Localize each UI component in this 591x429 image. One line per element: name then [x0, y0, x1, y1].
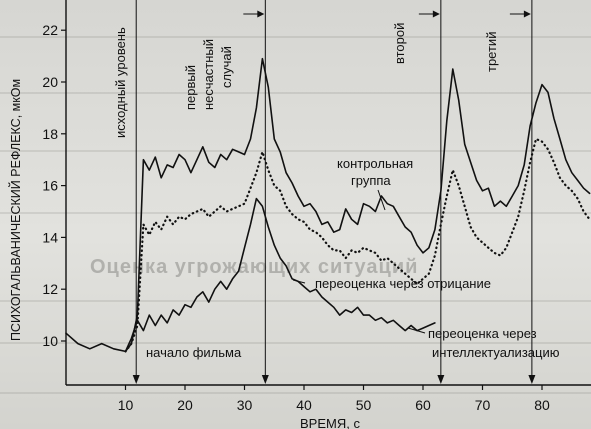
y-tick-label: 14	[42, 229, 58, 245]
bleed-through-line	[0, 150, 591, 152]
label-baseline: исходный уровень	[113, 27, 128, 138]
event-top-arrowhead	[257, 10, 265, 18]
label-film-start: начало фильма	[146, 345, 242, 360]
label-intellectualization-line2: интеллектуализацию	[432, 345, 560, 360]
y-tick-label: 16	[42, 178, 58, 194]
x-tick-label: 30	[237, 397, 253, 413]
event-arrowhead	[132, 375, 140, 384]
event-arrows-group	[132, 0, 536, 384]
label-third: третий	[484, 32, 499, 72]
leader-control	[377, 189, 386, 211]
label-first-line2: несчастный	[201, 39, 216, 110]
bleed-through-line	[0, 392, 591, 394]
series-group	[65, 57, 591, 353]
bleed-through-heading: Оценка угрожающих ситуаций	[90, 256, 419, 278]
y-tick-label: 18	[42, 126, 58, 142]
event-top-arrowhead	[432, 10, 440, 18]
label-first-line3: случай	[219, 46, 234, 88]
series-line-1	[124, 57, 591, 353]
bleed-through-line	[0, 212, 591, 214]
y-axis-label: ПСИХОГАЛЬВАНИЧЕСКИЙ РЕФЛЕКС, мкОм	[8, 79, 23, 341]
x-tick-label: 40	[296, 397, 312, 413]
label-control-line1: контрольная	[337, 156, 413, 171]
event-arrowhead	[528, 375, 536, 384]
event-arrowhead	[437, 375, 445, 384]
event-top-arrowhead	[523, 10, 531, 18]
x-tick-label: 60	[415, 397, 431, 413]
label-first-line1: первый	[183, 65, 198, 110]
x-axis-label: ВРЕМЯ, с	[300, 416, 360, 429]
label-control-line2: группа	[351, 173, 391, 188]
y-ticks-group: 10 12 14 16 18 20 22	[42, 22, 66, 349]
y-tick-label: 12	[42, 281, 58, 297]
leader-lines-group	[292, 189, 426, 334]
x-ticks-group: 10 20 30 40 50 60 70 80	[118, 385, 550, 413]
event-arrowhead	[261, 375, 269, 384]
x-tick-label: 20	[177, 397, 193, 413]
bleed-through-line	[0, 300, 591, 302]
x-tick-label: 10	[118, 397, 134, 413]
y-tick-label: 10	[42, 333, 58, 349]
y-tick-label: 20	[42, 74, 58, 90]
x-tick-label: 80	[534, 397, 550, 413]
series-line-3	[65, 197, 436, 353]
series-line-2	[124, 137, 591, 353]
leader-denial	[292, 279, 306, 284]
label-denial: переоценка через отрицание	[315, 276, 491, 291]
label-second: второй	[392, 23, 407, 64]
label-intellectualization-line1: переоценка через	[428, 326, 537, 341]
bleed-through-line	[0, 92, 591, 94]
y-tick-label: 22	[42, 22, 58, 38]
axes-group	[65, 0, 591, 386]
x-tick-label: 70	[475, 397, 491, 413]
bleed-through-line	[0, 342, 591, 344]
leader-intellectualization	[407, 327, 426, 334]
bleed-through-line	[0, 36, 591, 38]
x-tick-label: 50	[356, 397, 372, 413]
